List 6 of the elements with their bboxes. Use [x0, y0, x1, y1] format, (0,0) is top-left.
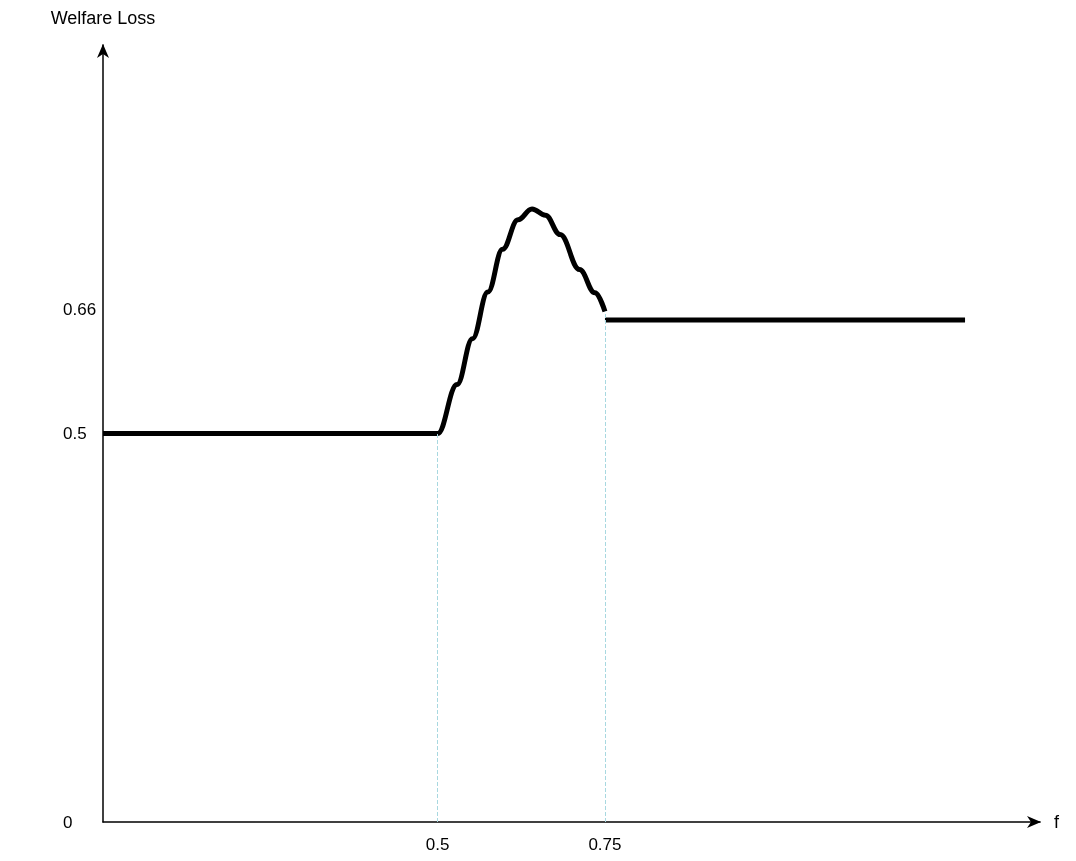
- y-axis-title: Welfare Loss: [50, 8, 156, 28]
- x-axis-title: f: [1054, 812, 1060, 832]
- y-tick-label: 0.66: [63, 299, 97, 319]
- x-tick-label: 0.75: [588, 835, 622, 854]
- y-tick-label: 0: [63, 812, 73, 832]
- y-tick-label: 0.5: [63, 424, 87, 443]
